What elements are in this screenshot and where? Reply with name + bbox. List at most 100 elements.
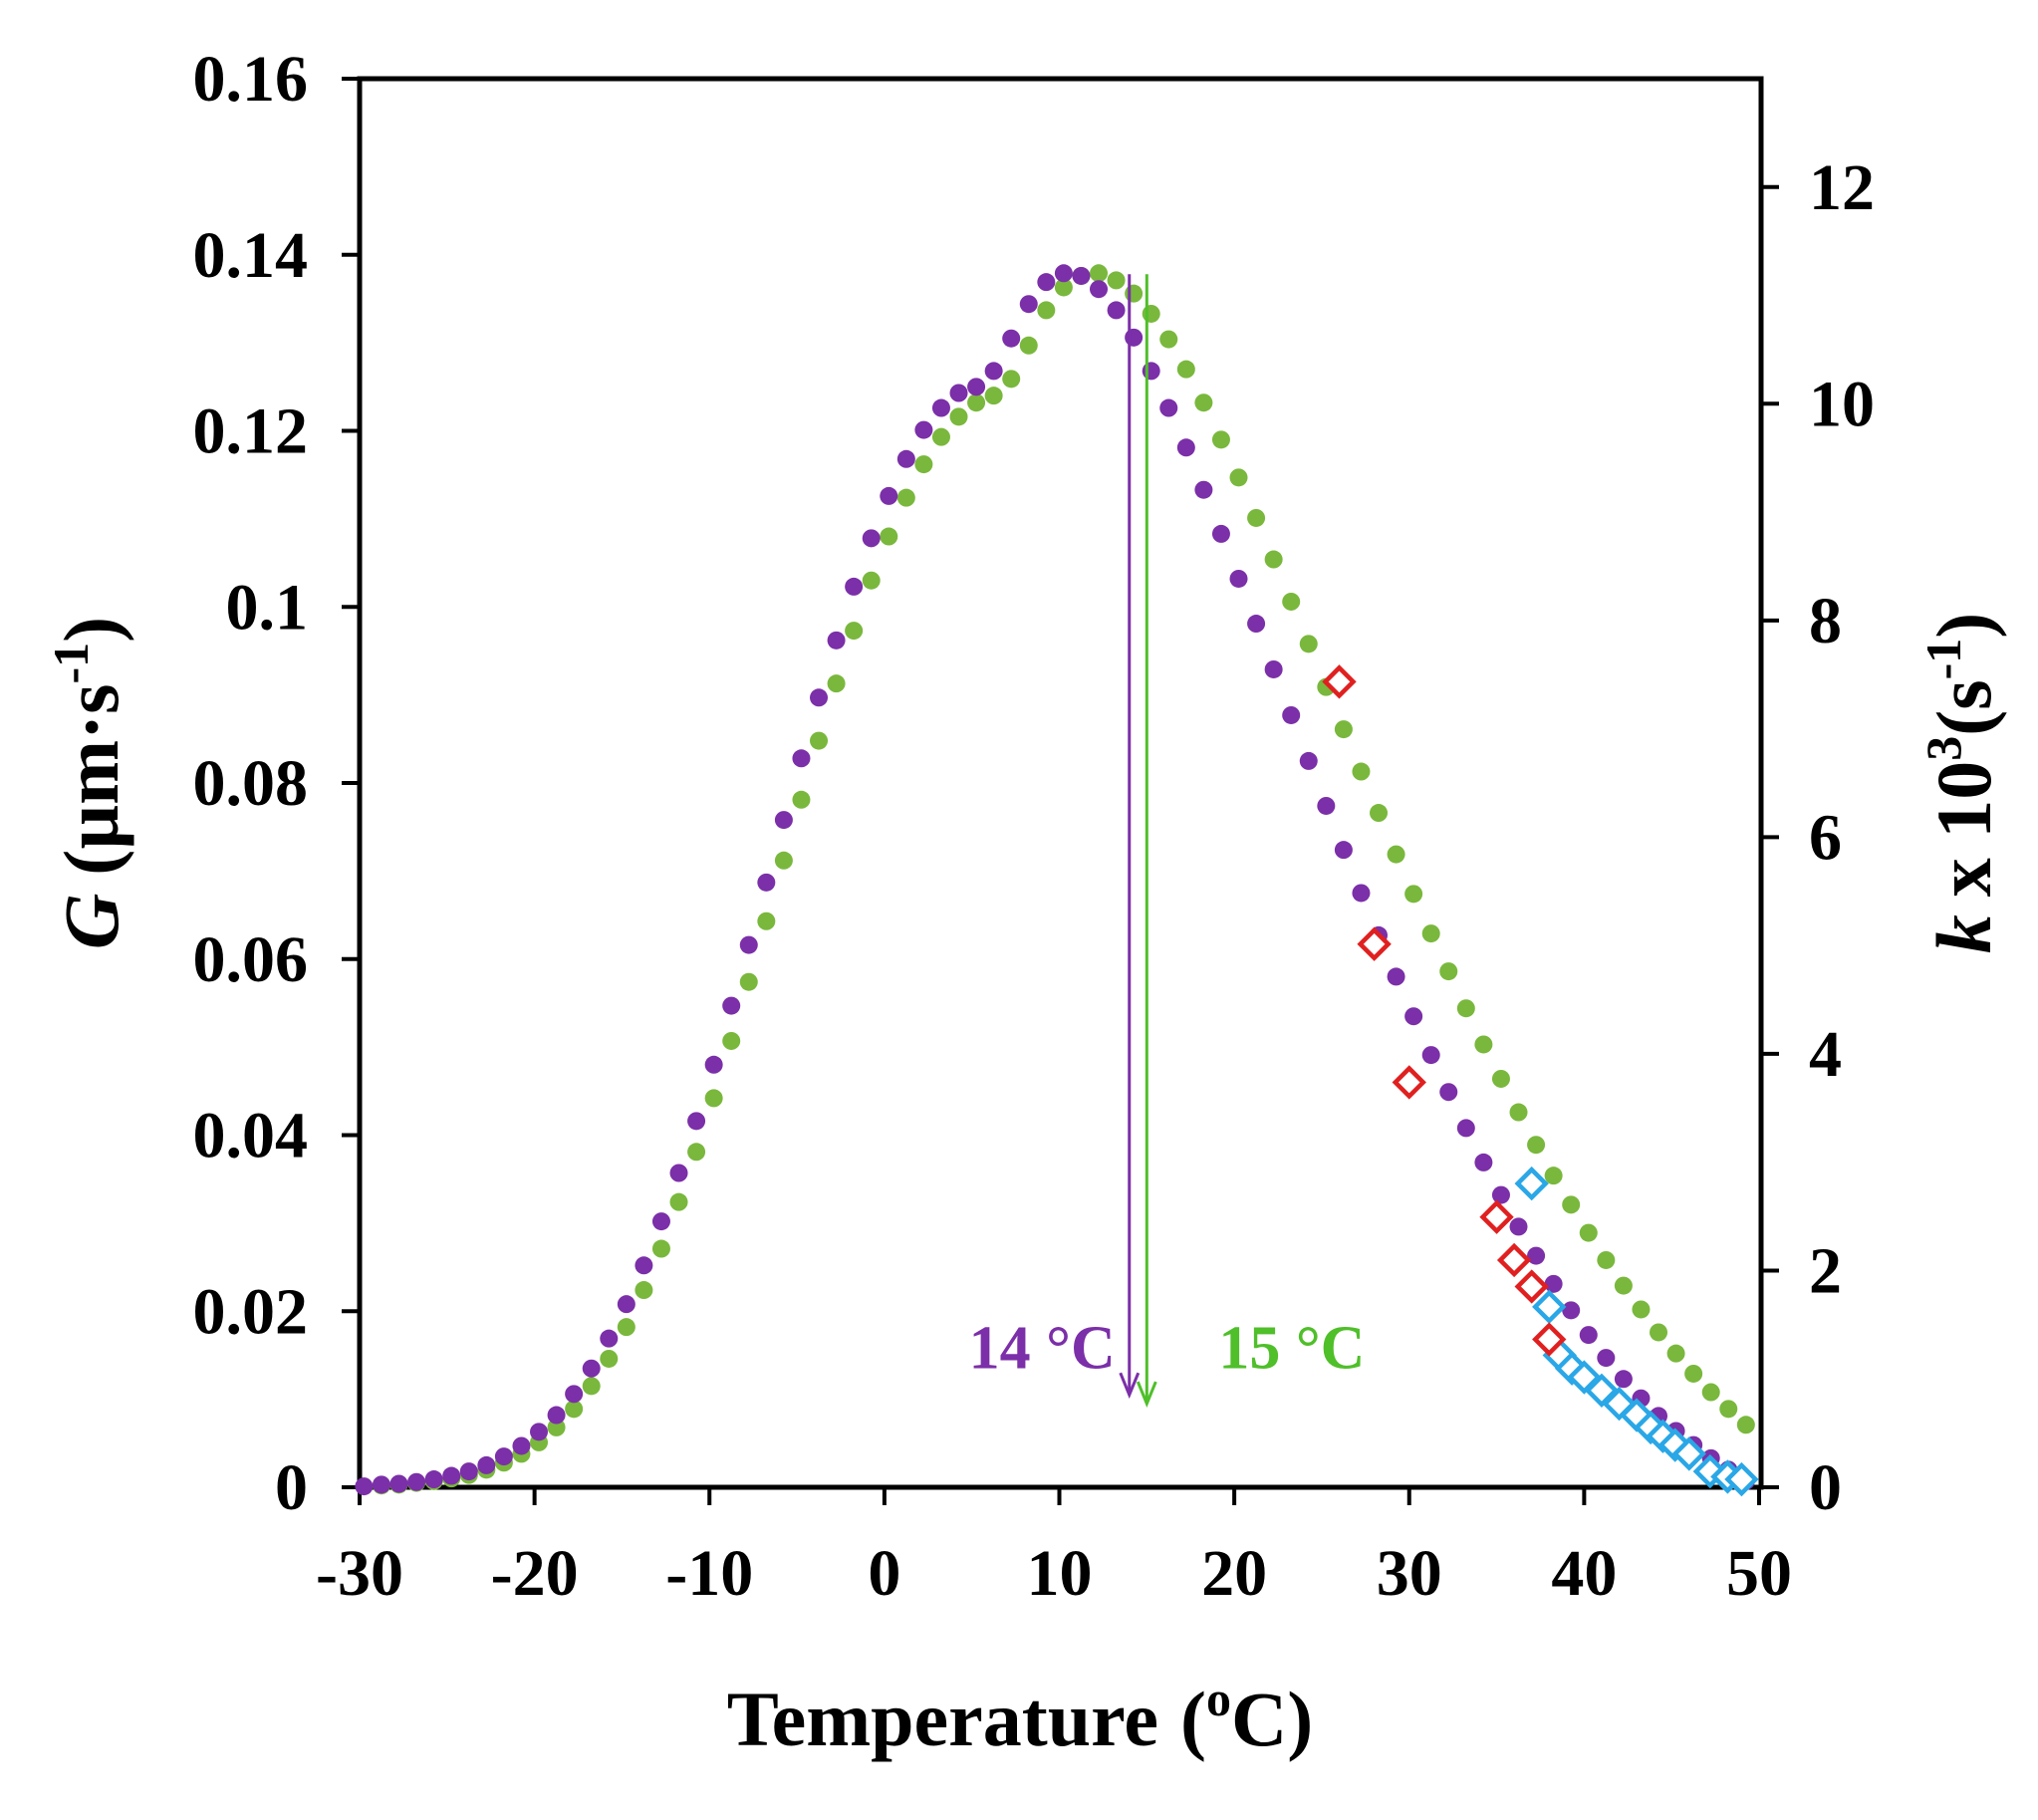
data-point xyxy=(792,790,811,809)
y-tick-label: 0.16 xyxy=(193,43,309,116)
data-point xyxy=(1334,841,1353,860)
x-tick-label: 30 xyxy=(1377,1537,1442,1610)
data-point xyxy=(1666,1344,1685,1363)
data-point xyxy=(1474,1035,1493,1054)
data-point xyxy=(1142,362,1160,381)
data-point xyxy=(1211,524,1230,543)
data-point xyxy=(1496,1242,1532,1278)
data-point xyxy=(635,1281,653,1300)
data-point xyxy=(967,393,986,412)
y-tick-label: 0.08 xyxy=(193,747,309,820)
data-point xyxy=(1491,1185,1510,1204)
data-point xyxy=(1282,592,1301,611)
data-point xyxy=(1352,762,1371,781)
data-point xyxy=(1509,1217,1528,1236)
data-point xyxy=(1159,398,1178,417)
data-point xyxy=(1456,999,1475,1018)
data-point xyxy=(372,1475,390,1494)
data-point xyxy=(651,1212,670,1231)
data-point xyxy=(827,674,846,693)
data-point xyxy=(1532,1322,1567,1357)
data-point xyxy=(1421,924,1440,943)
data-point xyxy=(774,811,793,830)
x-tick-label: 20 xyxy=(1201,1537,1267,1610)
data-point xyxy=(827,631,846,650)
data-point xyxy=(931,427,950,446)
data-point xyxy=(582,1359,601,1378)
data-point xyxy=(1247,508,1266,527)
data-point xyxy=(1532,1289,1567,1325)
y-axis-unit-sup: -1 xyxy=(43,643,99,684)
data-point xyxy=(914,455,933,474)
data-point xyxy=(880,527,898,546)
data-point xyxy=(774,851,793,870)
data-point xyxy=(1579,1223,1598,1242)
y2-tick-label: 4 xyxy=(1809,1018,1842,1091)
data-point xyxy=(1229,569,1248,588)
data-point xyxy=(1544,1167,1563,1185)
data-point xyxy=(530,1423,549,1441)
data-point xyxy=(1404,1007,1423,1026)
data-point xyxy=(810,731,829,750)
data-point xyxy=(792,749,811,768)
data-point xyxy=(424,1470,443,1489)
data-point xyxy=(651,1239,670,1258)
data-point xyxy=(1544,1274,1563,1293)
data-point xyxy=(1597,1250,1616,1269)
data-point xyxy=(1671,1436,1706,1471)
data-point xyxy=(1125,328,1144,347)
x-axis-unit-sup: o xyxy=(1206,1671,1231,1726)
data-point xyxy=(757,873,776,892)
optimum-15-label: 15 °C xyxy=(1218,1315,1365,1383)
data-point xyxy=(582,1377,601,1396)
series-2 xyxy=(1322,664,1567,1357)
data-point xyxy=(407,1472,426,1491)
data-point xyxy=(477,1455,496,1474)
data-point xyxy=(1322,664,1357,699)
data-point xyxy=(1370,804,1389,823)
data-point xyxy=(1107,301,1126,320)
data-point xyxy=(442,1466,461,1485)
data-point xyxy=(617,1295,636,1314)
data-point xyxy=(984,387,1003,405)
data-point xyxy=(1037,301,1056,320)
x-tick-label: -10 xyxy=(665,1537,753,1610)
x-axis-unit-close: C) xyxy=(1231,1676,1313,1762)
data-point xyxy=(1090,264,1109,283)
data-point xyxy=(1597,1349,1616,1368)
data-point xyxy=(669,1164,688,1182)
data-point xyxy=(635,1256,653,1275)
data-point xyxy=(1392,1065,1426,1100)
data-point xyxy=(862,529,881,548)
data-point xyxy=(862,571,881,590)
x-tick-label: 40 xyxy=(1551,1537,1617,1610)
data-point xyxy=(896,488,915,507)
series-1 xyxy=(372,264,1755,1495)
data-point xyxy=(1090,280,1109,299)
data-point xyxy=(1684,1364,1703,1383)
data-point xyxy=(1387,967,1405,986)
y-axis-unit-close: ) xyxy=(48,617,134,643)
data-point xyxy=(687,1143,706,1162)
data-point xyxy=(931,398,950,417)
data-point xyxy=(1701,1383,1720,1402)
data-point xyxy=(704,1089,723,1108)
data-point xyxy=(1019,336,1038,355)
data-point xyxy=(1194,393,1213,412)
data-point xyxy=(845,622,864,641)
optimum-14-label: 14 °C xyxy=(969,1315,1116,1383)
data-point xyxy=(757,911,776,930)
y2-tick-label: 10 xyxy=(1809,368,1875,440)
data-point xyxy=(1002,329,1021,348)
x-tick-label: -20 xyxy=(491,1537,579,1610)
data-point xyxy=(739,935,758,954)
y2-tick-label: 8 xyxy=(1809,585,1842,657)
data-point xyxy=(1491,1069,1510,1088)
data-point xyxy=(1317,796,1336,815)
data-point xyxy=(1527,1136,1546,1155)
data-point xyxy=(1439,1083,1458,1102)
annotations: 14 °C 15 °C xyxy=(969,274,1365,1409)
data-point xyxy=(547,1418,566,1436)
data-point xyxy=(1527,1246,1546,1265)
